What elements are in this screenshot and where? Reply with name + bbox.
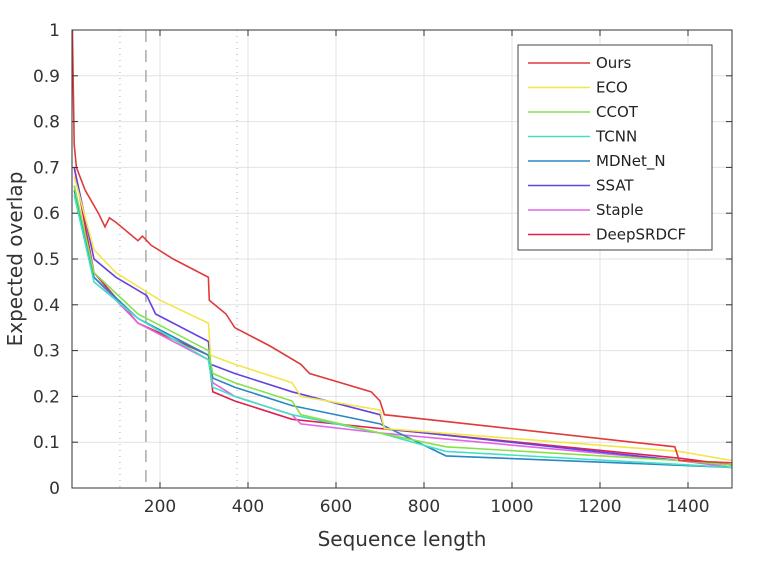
vertical-markers (119, 30, 238, 488)
y-tick-label: 0.4 (33, 296, 60, 316)
legend-label: DeepSRDCF (596, 226, 686, 244)
y-tick-label: 0.7 (33, 158, 60, 178)
y-tick-label: 0.3 (33, 342, 60, 362)
legend-label: Staple (596, 201, 644, 219)
y-tick-label: 0.9 (33, 67, 60, 87)
y-tick-label: 0.6 (33, 204, 60, 224)
legend-label: SSAT (596, 177, 634, 195)
y-axis-label: Expected overlap (3, 172, 27, 347)
x-tick-label: 1200 (578, 497, 621, 517)
x-tick-label: 1000 (490, 497, 533, 517)
axis-ticks: 200 400 600 800 1000 1200 1400 0 0.1 0.2 0.3 0.4 0.5… (33, 21, 732, 517)
y-tick-label: 0.1 (33, 433, 60, 453)
x-tick-label: 400 (232, 497, 264, 517)
y-tick-label: 0.2 (33, 387, 60, 407)
legend-box (517, 44, 713, 251)
x-tick-label: 800 (408, 497, 440, 517)
x-tick-label: 600 (320, 497, 352, 517)
legend: Ours ECO CCOT TCNN MDNet_N SSAT Staple DeepSRDC… (517, 44, 713, 251)
y-tick-label: 0.5 (33, 250, 60, 270)
legend-label: Ours (596, 54, 631, 72)
series-line-tcnn (73, 194, 733, 469)
legend-label: ECO (596, 79, 628, 97)
x-axis-label: Sequence length (318, 527, 487, 551)
series-line-ours (71, 29, 733, 464)
legend-label: CCOT (596, 103, 639, 121)
series-line-ccot (73, 185, 733, 466)
series-lines (71, 29, 733, 469)
y-tick-label: 0.8 (33, 113, 60, 133)
legend-label: TCNN (595, 128, 637, 146)
series-line-eco (73, 176, 733, 462)
y-tick-label: 1 (49, 21, 60, 41)
legend-label: MDNet_N (596, 152, 666, 171)
x-tick-label: 200 (144, 497, 176, 517)
x-tick-label: 1400 (666, 497, 709, 517)
y-tick-label: 0 (49, 479, 60, 499)
